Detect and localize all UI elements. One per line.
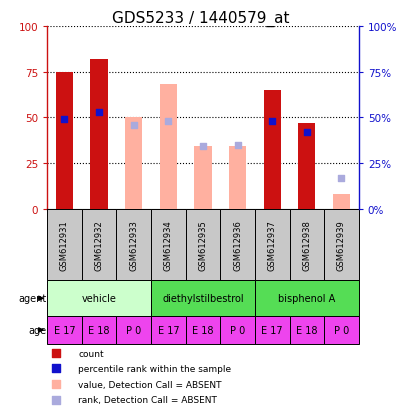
Point — [284, 6, 290, 13]
Text: E 17: E 17 — [157, 325, 179, 335]
Bar — [228, 147, 246, 209]
Point — [284, 148, 290, 155]
Point — [303, 129, 309, 136]
Text: P 0: P 0 — [126, 325, 141, 335]
Bar — [297, 123, 315, 209]
Text: GSM612931: GSM612931 — [60, 220, 69, 270]
FancyBboxPatch shape — [81, 209, 116, 281]
Text: age: age — [28, 325, 46, 335]
FancyBboxPatch shape — [254, 209, 289, 281]
FancyBboxPatch shape — [47, 209, 81, 281]
Bar — [90, 59, 108, 209]
Text: GSM612939: GSM612939 — [336, 220, 345, 270]
Bar — [159, 85, 177, 209]
Bar — [56, 72, 73, 209]
FancyBboxPatch shape — [116, 209, 151, 281]
Text: GSM612937: GSM612937 — [267, 219, 276, 270]
FancyBboxPatch shape — [185, 209, 220, 281]
Text: E 18: E 18 — [295, 325, 317, 335]
FancyBboxPatch shape — [324, 316, 358, 344]
FancyBboxPatch shape — [47, 281, 151, 316]
Text: GSM612932: GSM612932 — [94, 220, 103, 270]
Point — [96, 109, 102, 116]
Point — [130, 122, 137, 128]
Text: GDS5233 / 1440579_at: GDS5233 / 1440579_at — [112, 10, 289, 26]
Text: value, Detection Call = ABSENT: value, Detection Call = ABSENT — [78, 380, 221, 389]
FancyBboxPatch shape — [151, 316, 185, 344]
Text: GSM612934: GSM612934 — [164, 220, 173, 270]
Text: percentile rank within the sample: percentile rank within the sample — [78, 364, 231, 373]
FancyBboxPatch shape — [289, 316, 324, 344]
Point — [165, 118, 171, 125]
Text: count: count — [78, 349, 104, 358]
Text: E 18: E 18 — [88, 325, 110, 335]
Point — [284, 290, 290, 297]
Bar — [332, 195, 349, 209]
FancyBboxPatch shape — [81, 316, 116, 344]
FancyBboxPatch shape — [254, 281, 358, 316]
Point — [199, 144, 206, 150]
Bar — [125, 118, 142, 209]
Text: P 0: P 0 — [229, 325, 245, 335]
Text: rank, Detection Call = ABSENT: rank, Detection Call = ABSENT — [78, 395, 217, 404]
Text: GSM612936: GSM612936 — [232, 219, 241, 270]
FancyBboxPatch shape — [116, 316, 151, 344]
FancyBboxPatch shape — [289, 209, 324, 281]
Text: agent: agent — [18, 294, 46, 304]
Text: E 18: E 18 — [192, 325, 213, 335]
Bar — [263, 90, 280, 209]
Point — [268, 118, 275, 125]
Text: E 17: E 17 — [261, 325, 282, 335]
Text: P 0: P 0 — [333, 325, 348, 335]
Text: bisphenol A: bisphenol A — [278, 294, 335, 304]
Point — [234, 142, 240, 149]
FancyBboxPatch shape — [151, 209, 185, 281]
Text: GSM612933: GSM612933 — [129, 219, 138, 270]
Text: E 17: E 17 — [54, 325, 75, 335]
Text: GSM612935: GSM612935 — [198, 220, 207, 270]
Bar — [194, 147, 211, 209]
Point — [61, 116, 67, 123]
FancyBboxPatch shape — [185, 316, 220, 344]
Text: vehicle: vehicle — [81, 294, 116, 304]
FancyBboxPatch shape — [254, 316, 289, 344]
FancyBboxPatch shape — [324, 209, 358, 281]
Text: GSM612938: GSM612938 — [301, 219, 310, 270]
Point — [337, 175, 344, 181]
FancyBboxPatch shape — [47, 316, 81, 344]
Text: diethylstilbestrol: diethylstilbestrol — [162, 294, 243, 304]
FancyBboxPatch shape — [220, 316, 254, 344]
FancyBboxPatch shape — [220, 209, 254, 281]
FancyBboxPatch shape — [151, 281, 254, 316]
